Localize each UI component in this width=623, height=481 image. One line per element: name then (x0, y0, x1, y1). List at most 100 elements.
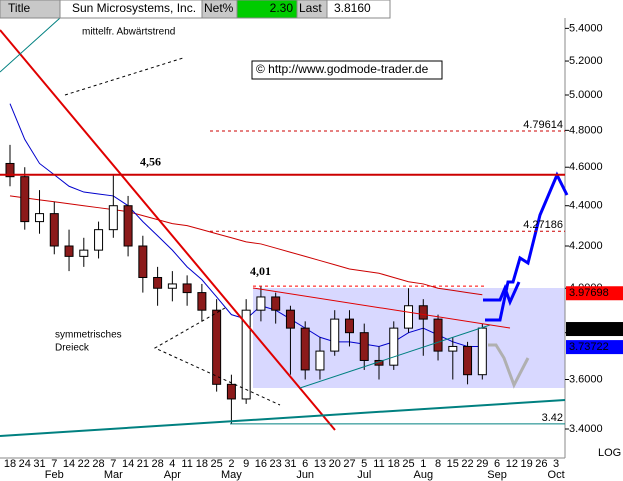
candle-body (49, 213, 59, 247)
candle-body (330, 318, 340, 352)
candle-body (167, 283, 177, 289)
y-tick-label: 5.2000 (569, 55, 603, 67)
x-tick-label: 12 (506, 458, 518, 470)
x-tick-label: 18 (4, 458, 16, 470)
x-tick-label: 3 (553, 458, 559, 470)
x-tick-label: 26 (535, 458, 547, 470)
y-tick-label: 5.0000 (569, 89, 603, 101)
header-name: Sun Microsystems, Inc. (72, 1, 196, 15)
y-tick-label: 4.4000 (569, 200, 603, 212)
candle-body (433, 318, 443, 352)
x-tick-label: 13 (314, 458, 326, 470)
x-tick-label: 15 (447, 458, 459, 470)
level-label: 4,01 (250, 264, 271, 278)
candle-body (64, 245, 74, 257)
month-label: Mar (104, 469, 123, 481)
x-tick-label: 20 (329, 458, 341, 470)
x-tick-label: 16 (255, 458, 267, 470)
level-label: 3.42 (542, 412, 563, 424)
candle-body (300, 327, 310, 371)
x-tick-label: 8 (435, 458, 441, 470)
candle-body (448, 345, 458, 352)
x-tick-label: 29 (476, 458, 488, 470)
level-label: 4.27186 (523, 219, 563, 231)
annotation: symmetrisches (55, 330, 122, 341)
month-label: Oct (548, 469, 565, 481)
candle-body (79, 249, 89, 257)
y-tick-label: 3.4000 (569, 423, 603, 435)
scale-label: LOG (598, 447, 621, 459)
candle-body (285, 309, 295, 329)
candle-body (463, 345, 473, 376)
candle-body (344, 318, 354, 334)
x-tick-label: 24 (19, 458, 31, 470)
candle-body (418, 305, 428, 320)
x-tick-label: 25 (211, 458, 223, 470)
level-box (566, 340, 623, 355)
x-tick-label: 11 (373, 458, 384, 470)
x-tick-label: 23 (270, 458, 282, 470)
y-tick-label: 4.6000 (569, 161, 603, 173)
annotation: Dreieck (55, 343, 90, 354)
x-tick-label: 28 (92, 458, 104, 470)
x-tick-label: 14 (122, 458, 134, 470)
candle-body (389, 327, 399, 366)
candle-body (477, 327, 487, 376)
header-cell (326, 0, 391, 19)
x-tick-label: 2 (228, 458, 234, 470)
month-label: Apr (164, 469, 181, 481)
annotation: mittelfr. Abwärtstrend (82, 27, 175, 38)
trendline (299, 324, 491, 389)
candle-body (212, 309, 222, 385)
candle-body (108, 205, 118, 231)
level-box (566, 322, 623, 337)
month-label: Jun (296, 469, 314, 481)
projection (488, 343, 530, 389)
candle-body (241, 309, 251, 400)
candle-body (182, 283, 192, 294)
candle-body (94, 229, 104, 251)
candle-body (256, 296, 266, 311)
month-label: May (221, 469, 242, 481)
x-tick-label: 11 (181, 458, 192, 470)
moving-average (9, 195, 483, 296)
header-value: 3.8160 (334, 1, 371, 15)
candle-body (153, 276, 163, 289)
marks (5, 103, 487, 424)
month-label: Feb (45, 469, 64, 481)
source: © http://www.godmode-trader.de (256, 62, 429, 76)
level-label: 4,56 (140, 155, 161, 169)
candle-body (35, 213, 45, 223)
x-tick-label: 22 (461, 458, 473, 470)
x-tick-label: 25 (402, 458, 414, 470)
y-tick-label: 3.6000 (569, 373, 603, 385)
y-tick-label: 4.2000 (569, 240, 603, 252)
y-tick-label: 4.8000 (569, 124, 603, 136)
x-tick-label: 4 (169, 458, 175, 470)
header-value: 2.30 (270, 1, 294, 15)
candle-body (315, 350, 325, 371)
projection (483, 281, 521, 307)
x-tick-label: 19 (520, 458, 532, 470)
candle-body (138, 245, 148, 278)
candle-body (271, 296, 281, 311)
candle-body (404, 305, 414, 329)
x-tick-label: 6 (302, 458, 308, 470)
candle-body (359, 332, 369, 361)
header-label: Net% (204, 1, 234, 15)
trendline (64, 57, 184, 96)
month-label: Jul (357, 469, 371, 481)
source-box (251, 60, 443, 80)
x-tick-label: 31 (33, 458, 45, 470)
month-label: Aug (413, 469, 433, 481)
x-tick-label: 6 (494, 458, 500, 470)
trendline (0, 29, 336, 431)
candle-body (226, 383, 236, 400)
triangle (153, 307, 281, 406)
x-tick-label: 21 (137, 458, 149, 470)
candle-body (123, 205, 133, 247)
x-tick-label: 27 (343, 458, 355, 470)
x-tick-label: 5 (361, 458, 367, 470)
x-tick-label: 18 (388, 458, 400, 470)
